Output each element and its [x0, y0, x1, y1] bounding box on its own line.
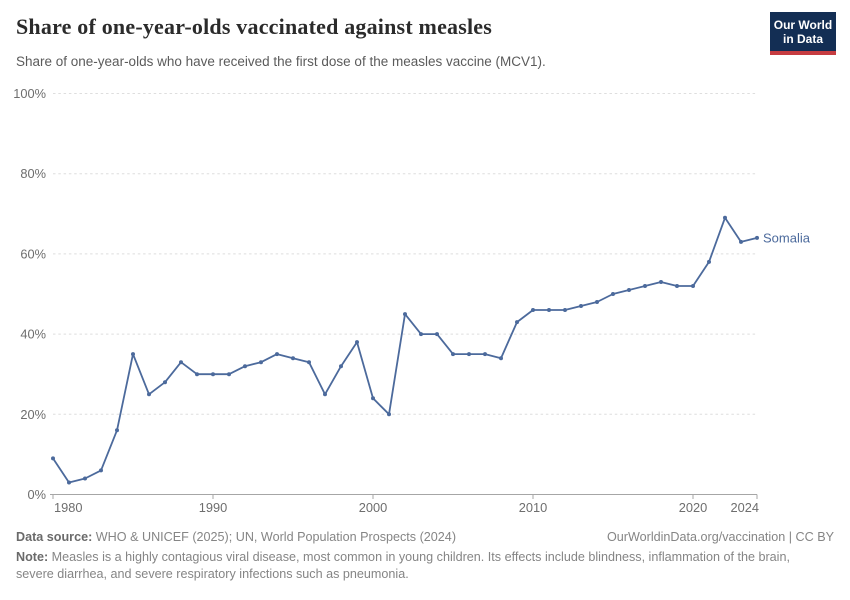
data-point-1999[interactable] [355, 340, 359, 345]
data-point-2016[interactable] [627, 288, 631, 292]
data-point-2011[interactable] [547, 308, 551, 312]
data-point-2001[interactable] [387, 412, 391, 417]
chart-note: Note: Measles is a highly contagious vir… [16, 549, 798, 582]
data-point-1981[interactable] [67, 480, 71, 485]
data-point-2005[interactable] [451, 352, 455, 357]
data-point-1993[interactable] [259, 360, 263, 365]
data-point-2003[interactable] [419, 332, 423, 337]
note-value: Measles is a highly contagious viral dis… [16, 550, 790, 581]
data-point-1994[interactable] [275, 352, 279, 357]
data-point-1986[interactable] [147, 392, 151, 397]
y-axis-tick-label: 20% [20, 407, 46, 422]
data-point-1991[interactable] [227, 372, 231, 377]
owid-logo-line2: in Data [782, 32, 823, 46]
data-point-1984[interactable] [115, 428, 119, 433]
line-chart-svg[interactable]: 0% 20% 40% 60% 80% 100% 1980 1990 2000 2010 2020 20… [0, 0, 850, 522]
x-axis-tick-label: 2010 [519, 500, 547, 515]
data-point-2007[interactable] [483, 352, 487, 357]
y-axis-tick-label: 100% [13, 86, 46, 101]
data-point-1980[interactable] [51, 456, 55, 461]
owid-license-link[interactable]: OurWorldinData.org/vaccination | CC BY [606, 530, 834, 544]
data-point-2014[interactable] [595, 300, 599, 304]
data-source-text: Data source: WHO & UNICEF (2025); UN, Wo… [16, 530, 456, 544]
note-label: Note: [16, 550, 49, 564]
data-point-1990[interactable] [211, 372, 215, 377]
chart-footer: Data source: WHO & UNICEF (2025); UN, Wo… [16, 530, 834, 582]
data-point-2023[interactable] [739, 239, 743, 244]
data-point-1992[interactable] [243, 364, 247, 369]
y-axis-tick-label: 0% [28, 487, 47, 502]
data-point-1988[interactable] [179, 360, 183, 365]
data-point-2002[interactable] [403, 312, 407, 317]
data-point-1995[interactable] [291, 356, 295, 361]
data-point-2010[interactable] [531, 308, 535, 312]
data-point-1983[interactable] [99, 468, 103, 473]
data-point-1989[interactable] [195, 372, 199, 377]
x-axis-tick-label: 2000 [359, 500, 387, 515]
data-point-1985[interactable] [131, 352, 135, 357]
data-point-2020[interactable] [691, 284, 695, 288]
x-axis-tick-label: 1980 [54, 500, 82, 515]
owid-logo[interactable]: Our World in Data [770, 12, 836, 55]
data-source-value: WHO & UNICEF (2025); UN, World Populatio… [92, 530, 457, 544]
data-point-1997[interactable] [323, 392, 327, 397]
x-axis-tick-label: 2020 [679, 500, 707, 515]
data-source-label: Data source: [16, 530, 93, 544]
data-point-2012[interactable] [563, 308, 567, 312]
data-point-2009[interactable] [515, 320, 519, 325]
data-point-2022[interactable] [723, 215, 727, 220]
data-point-2015[interactable] [611, 292, 615, 296]
data-point-1998[interactable] [339, 364, 343, 369]
data-point-2019[interactable] [675, 284, 679, 288]
data-point-1982[interactable] [83, 476, 87, 481]
entity-label-somalia[interactable]: Somalia [763, 230, 811, 245]
data-point-1996[interactable] [307, 360, 311, 365]
y-axis-tick-label: 80% [20, 166, 46, 181]
data-point-2004[interactable] [435, 332, 439, 337]
y-axis-tick-label: 60% [20, 246, 46, 261]
data-point-1987[interactable] [163, 380, 167, 385]
data-point-2021[interactable] [707, 259, 711, 264]
x-axis-tick-label: 2024 [731, 500, 759, 515]
page-title: Share of one-year-olds vaccinated agains… [16, 14, 493, 39]
data-point-2000[interactable] [371, 396, 375, 401]
y-axis-tick-label: 40% [20, 327, 46, 342]
data-point-2013[interactable] [579, 304, 583, 308]
chart-subtitle: Share of one-year-olds who have received… [16, 54, 546, 69]
x-axis-tick-label: 1990 [199, 500, 227, 515]
data-point-2017[interactable] [643, 284, 647, 288]
owid-logo-line1: Our World [773, 18, 833, 32]
somalia-series-line[interactable] [52, 216, 758, 484]
data-point-2008[interactable] [499, 356, 503, 361]
data-point-2018[interactable] [659, 280, 663, 284]
data-point-2006[interactable] [467, 352, 471, 357]
data-point-2024[interactable] [755, 235, 759, 240]
